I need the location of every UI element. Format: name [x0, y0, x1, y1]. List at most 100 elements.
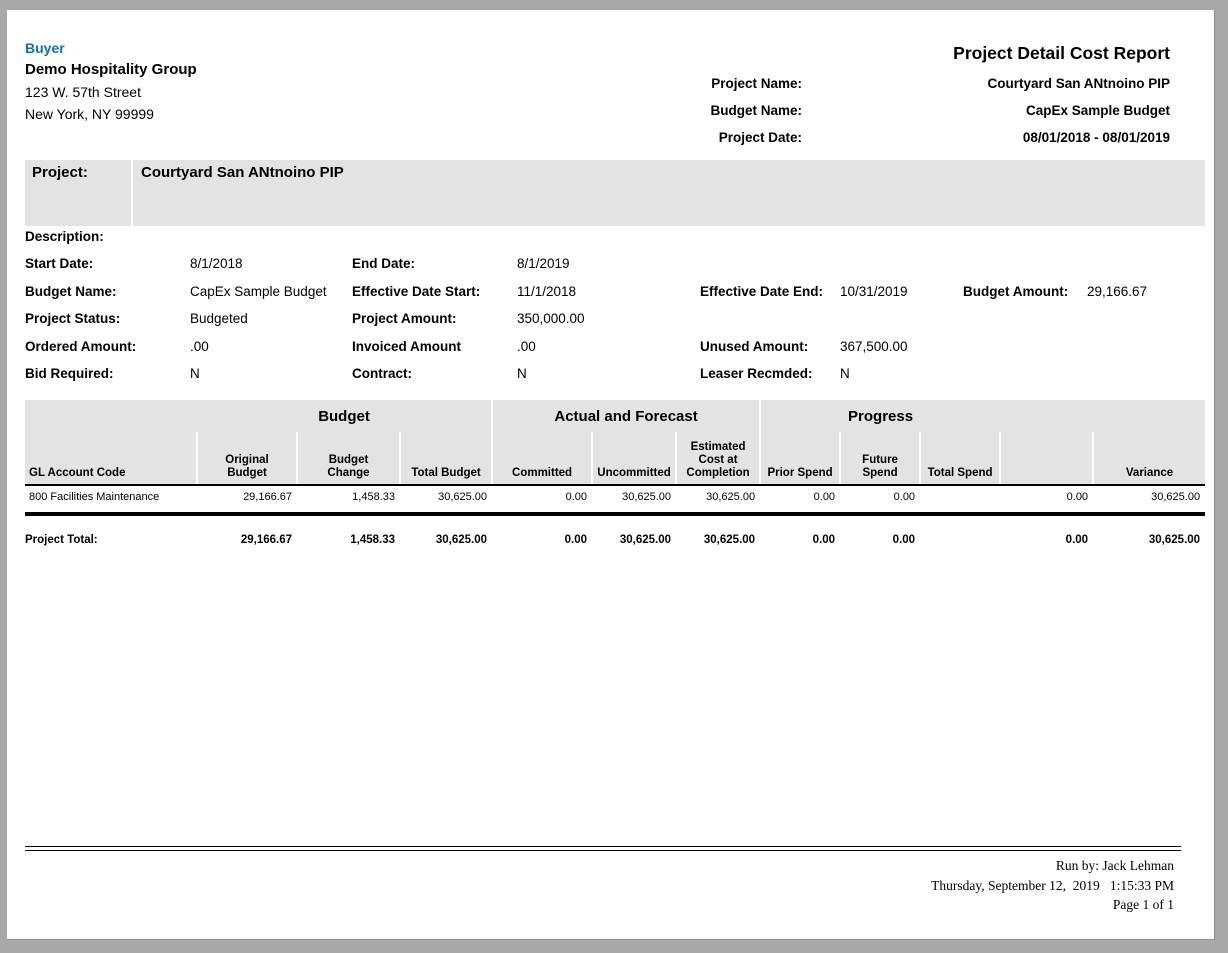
column-header-gl-account-code: GL Account Code	[25, 432, 197, 486]
spacer-row	[25, 516, 1205, 530]
meta-row-project-date: Project Date: 08/01/2018 - 08/01/2019	[507, 130, 1170, 145]
contract-label: Contract:	[352, 366, 412, 381]
report-page: Buyer Demo Hospitality Group 123 W. 57th…	[7, 10, 1215, 940]
column-header-total-budget: Total Budget	[398, 432, 493, 486]
contract-value: N	[517, 366, 527, 381]
company-address-line2: New York, NY 99999	[25, 106, 154, 122]
total-prior-spend-cell: 0.00	[812, 534, 836, 546]
total-budget-change-cell: 1,458.33	[350, 534, 395, 546]
table-row: 800 Facilities Maintenance 29,166.67 1,4…	[25, 485, 1205, 507]
project-name-value: Courtyard San ANtnoino PIP	[987, 76, 1170, 91]
total-total-budget-cell: 30,625.00	[435, 534, 488, 546]
project-amount-label: Project Amount:	[352, 311, 457, 326]
total-original-budget-cell: 29,166.67	[240, 534, 292, 546]
project-total-label: Project Total:	[25, 534, 98, 546]
report-title: Project Detail Cost Report	[953, 43, 1170, 63]
cost-table-wrapper: Budget Actual and Forecast Progress GL A…	[25, 400, 1206, 550]
uncommitted-cell: 30,625.00	[622, 490, 672, 503]
estimated-cost-cell: 30,625.00	[706, 490, 756, 503]
committed-cell: 0.00	[565, 490, 588, 503]
field-row: Bid Required: N Contract: N Leaser Recmd…	[25, 366, 1205, 394]
project-detail-fields: Start Date: 8/1/2018 End Date: 8/1/2019 …	[25, 256, 1205, 394]
column-header-prior-spend: Prior Spend	[759, 432, 841, 486]
unused-amount-value: 367,500.00	[840, 338, 908, 354]
project-status-value: Budgeted	[190, 311, 248, 326]
total-spend-cell: 0.00	[1066, 490, 1089, 503]
spacer-row	[25, 507, 1205, 514]
project-status-label: Project Status:	[25, 311, 121, 326]
column-header-uncommitted: Uncommitted	[591, 432, 677, 486]
column-header-budget-change: Budget Change	[296, 432, 400, 486]
effective-date-start-label: Effective Date Start:	[352, 283, 481, 299]
column-header-estimated-cost-at-completion: Estimated Cost at Completion	[675, 432, 761, 486]
project-banner-label: Project:	[25, 160, 131, 226]
cost-table: Budget Actual and Forecast Progress GL A…	[25, 400, 1206, 550]
field-row: Project Status: Budgeted Project Amount:…	[25, 311, 1205, 339]
total-committed-cell: 0.00	[564, 534, 588, 546]
group-header-progress: Progress	[759, 400, 1001, 432]
ordered-amount-label: Ordered Amount:	[25, 338, 137, 354]
prior-spend-cell: 0.00	[813, 490, 836, 503]
project-banner-value: Courtyard San ANtnoino PIP	[133, 160, 1205, 226]
effective-date-end-label: Effective Date End:	[700, 283, 824, 299]
ordered-amount-value: .00	[190, 338, 209, 354]
project-amount-value: 350,000.00	[517, 311, 585, 326]
company-name: Demo Hospitality Group	[25, 61, 197, 78]
footer-datetime: Thursday, September 12, 2019 1:15:33 PM	[931, 877, 1174, 893]
budget-change-cell: 1,458.33	[352, 490, 395, 503]
company-block: Buyer Demo Hospitality Group 123 W. 57th…	[25, 37, 197, 125]
group-header-actual-forecast: Actual and Forecast	[491, 400, 761, 432]
field-row: Start Date: 8/1/2018 End Date: 8/1/2019	[25, 256, 1205, 284]
project-date-value: 08/01/2018 - 08/01/2019	[1022, 130, 1170, 145]
column-header-variance: Variance	[1092, 432, 1206, 486]
group-header-budget: Budget	[25, 400, 493, 432]
report-header: Project Detail Cost Report Project Name:…	[507, 43, 1170, 145]
budget-name-field-label: Budget Name:	[25, 283, 117, 299]
end-date-label: End Date:	[352, 256, 416, 271]
budget-amount-label: Budget Amount:	[963, 283, 1069, 299]
field-row: Ordered Amount: .00 Invoiced Amount .00 …	[25, 339, 1205, 367]
column-header-original-budget: Original Budget	[196, 432, 297, 486]
group-header-row: Budget Actual and Forecast Progress	[25, 400, 1206, 432]
column-header-committed: Committed	[491, 432, 593, 486]
project-total-row: Project Total: 29,166.67 1,458.33 30,625…	[25, 530, 1205, 550]
unused-amount-label: Unused Amount:	[700, 338, 809, 354]
description-label: Description:	[25, 229, 104, 244]
future-spend-cell: 0.00	[893, 490, 916, 503]
budget-amount-value: 29,166.67	[1087, 283, 1148, 299]
buyer-label: Buyer	[25, 40, 65, 56]
budget-name-field-value: CapEx Sample Budget	[190, 283, 327, 299]
total-budget-cell: 30,625.00	[438, 490, 488, 503]
end-date-value: 8/1/2019	[517, 256, 570, 271]
effective-date-end-value: 10/31/2019	[840, 283, 908, 299]
column-header-total-spend: Total Spend	[919, 432, 1001, 486]
footer-page-number: Page 1 of 1	[1112, 897, 1174, 912]
field-row: Budget Name: CapEx Sample Budget Effecti…	[25, 284, 1205, 312]
column-header-row: GL Account Code Original Budget Budget C…	[25, 432, 1206, 486]
start-date-value: 8/1/2018	[190, 256, 243, 271]
meta-row-budget-name: Budget Name: CapEx Sample Budget	[507, 103, 1170, 118]
leaser-recmded-value: N	[840, 366, 850, 381]
total-future-spend-cell: 0.00	[892, 534, 916, 546]
project-name-label: Project Name:	[711, 76, 802, 91]
variance-cell: 30,625.00	[1151, 490, 1201, 503]
report-footer: Run by: Jack Lehman Thursday, September …	[931, 856, 1174, 915]
column-header-future-spend: Future Spend	[839, 432, 921, 486]
bid-required-value: N	[190, 366, 200, 381]
column-header-spacer	[999, 432, 1094, 486]
budget-name-value: CapEx Sample Budget	[1025, 103, 1170, 118]
leaser-recmded-label: Leaser Recmded:	[700, 366, 813, 381]
group-header-spacer	[1000, 400, 1206, 432]
invoiced-amount-value: .00	[517, 338, 536, 354]
meta-row-project-name: Project Name: Courtyard San ANtnoino PIP	[507, 76, 1170, 91]
total-uncommitted-cell: 30,625.00	[619, 534, 672, 546]
total-total-spend-cell: 0.00	[1065, 534, 1089, 546]
budget-name-label: Budget Name:	[710, 103, 802, 118]
start-date-label: Start Date:	[25, 256, 94, 271]
company-address-line1: 123 W. 57th Street	[25, 84, 141, 100]
gl-account-cell: 800 Facilities Maintenance	[29, 490, 160, 503]
project-banner: Project: Courtyard San ANtnoino PIP	[25, 160, 1205, 226]
footer-run-by: Run by: Jack Lehman	[1055, 858, 1174, 873]
effective-date-start-value: 11/1/2018	[517, 283, 577, 299]
